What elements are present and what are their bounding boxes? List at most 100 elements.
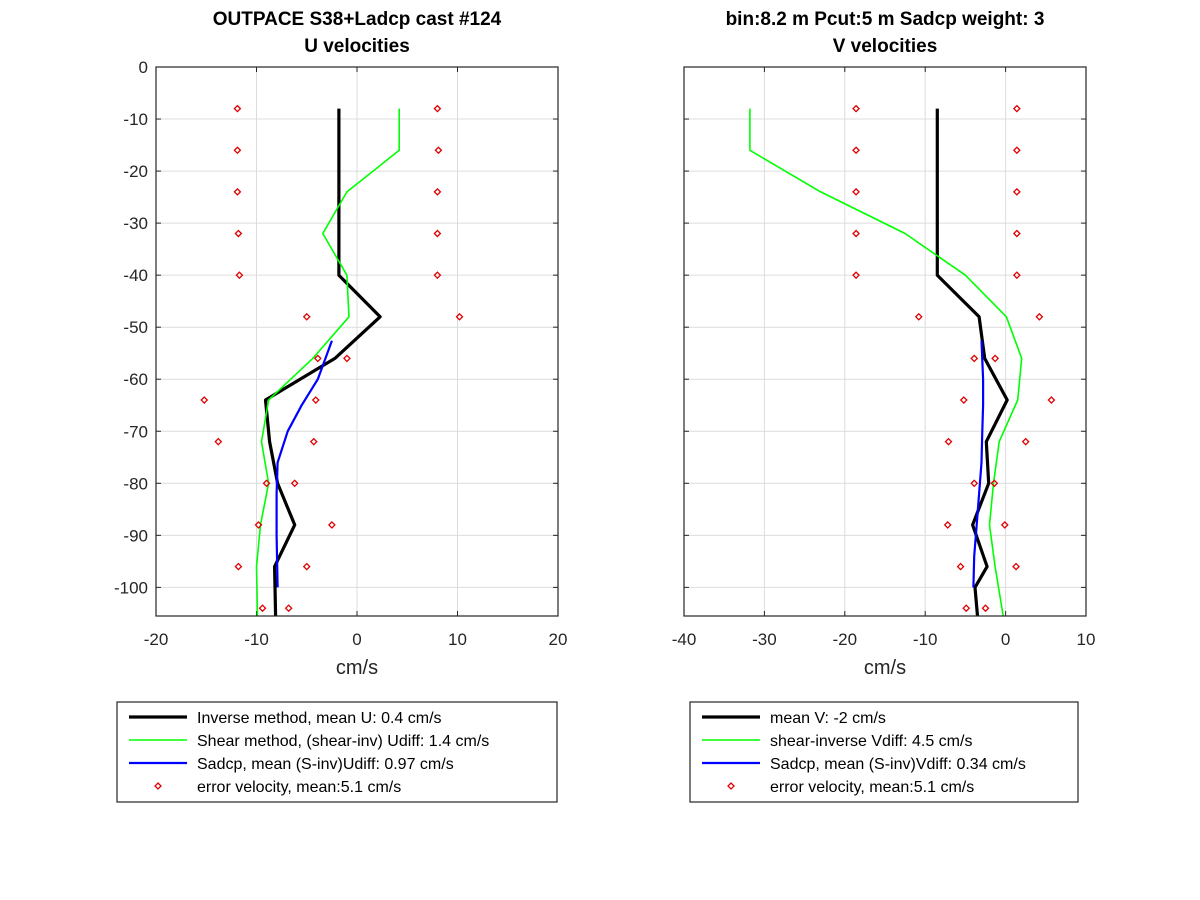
error-velocity-marker	[309, 437, 318, 446]
error-velocity-marker	[990, 479, 999, 488]
error-velocity-marker	[956, 562, 965, 571]
error-velocity-marker	[1047, 396, 1056, 404]
y-tick-label: -80	[123, 474, 148, 493]
chart-panel-1: OUTPACE S38+Ladcp cast #124 U velocities -…	[114, 9, 568, 803]
error-velocity-marker	[343, 354, 351, 363]
error-velocity-marker	[852, 187, 860, 196]
x-tick-label: -20	[833, 630, 858, 649]
y-tick-label: -20	[123, 162, 148, 181]
error-velocity-marker	[234, 229, 243, 238]
legend: mean V: -2 cm/s shear-inverse Vdiff: 4.5 …	[689, 701, 1079, 803]
error-velocity-marker	[433, 229, 442, 238]
error-velocity-marker	[1012, 146, 1021, 155]
legend-entry-label: Sadcp, mean (S-inv)Udiff: 0.97 cm/s	[197, 756, 454, 773]
x-axis-label: cm/s	[336, 657, 378, 679]
legend-marker-swatch	[154, 782, 162, 790]
error-velocity-marker	[433, 187, 442, 196]
x-tick-label: -30	[752, 630, 777, 649]
legend-entry-label: error velocity, mean:5.1 cm/s	[770, 779, 974, 796]
error-velocity-marker	[1012, 104, 1021, 113]
x-tick-label: 0	[352, 630, 361, 649]
axes-frame	[155, 66, 559, 617]
x-tick-label: 20	[549, 630, 568, 649]
x-tick-label: -10	[913, 630, 938, 649]
error-velocity-marker	[981, 604, 990, 613]
error-velocity-marker	[302, 312, 311, 321]
error-velocity-marker	[1012, 187, 1021, 196]
error-velocity-marker	[991, 354, 1000, 363]
x-tick-label: -20	[144, 630, 169, 649]
error-velocity-marker	[1012, 271, 1021, 280]
y-tick-label: 0	[139, 58, 148, 77]
error-velocity-marker	[959, 396, 968, 404]
y-tick-label: -100	[114, 578, 148, 597]
series-line-1	[935, 108, 1009, 616]
error-velocity-marker	[433, 104, 442, 113]
legend-entry-label: shear-inverse Vdiff: 4.5 cm/s	[770, 733, 972, 750]
x-tick-label: -40	[672, 630, 697, 649]
series-line-3	[972, 340, 985, 588]
error-velocity-marker	[262, 479, 271, 488]
series-line-1	[263, 108, 382, 616]
error-velocity-marker	[302, 562, 311, 571]
error-velocity-marker	[1000, 521, 1009, 529]
legend-entry-label: Sadcp, mean (S-inv)Vdiff: 0.34 cm/s	[770, 756, 1026, 773]
error-velocity-marker	[254, 521, 263, 529]
chart-subtitle: U velocities	[304, 36, 410, 57]
error-velocity-marker	[970, 479, 979, 488]
y-tick-label: -30	[123, 214, 148, 233]
error-velocity-marker	[944, 437, 953, 446]
error-velocity-marker	[233, 104, 242, 113]
series-line-3	[275, 340, 333, 588]
error-velocity-marker	[455, 312, 464, 321]
error-velocity-marker	[970, 354, 979, 363]
legend-marker-swatch	[727, 782, 735, 790]
error-velocity-marker	[313, 354, 322, 363]
error-velocity-marker	[327, 521, 336, 529]
chart-panel-2: bin:8.2 m Pcut:5 m Sadcp weight: 3 V velo…	[672, 9, 1096, 803]
error-velocity-marker	[290, 479, 299, 488]
error-velocity-marker	[1021, 437, 1030, 446]
error-velocity-marker	[284, 604, 293, 613]
error-velocity-marker	[214, 437, 223, 446]
data-layer	[749, 104, 1056, 616]
error-velocity-marker	[1012, 562, 1020, 571]
error-velocity-marker	[433, 271, 442, 280]
legend-entry-label: Inverse method, mean U: 0.4 cm/s	[197, 710, 442, 727]
series-line-2	[255, 108, 401, 616]
y-tick-label: -50	[123, 318, 148, 337]
y-tick-label: -70	[123, 422, 148, 441]
x-tick-label: 0	[1001, 630, 1010, 649]
error-velocity-marker	[852, 104, 860, 113]
chart-title: bin:8.2 m Pcut:5 m Sadcp weight: 3	[726, 9, 1045, 30]
error-velocity-marker	[434, 146, 443, 155]
y-tick-label: -60	[123, 370, 148, 389]
legend-entry-label: Shear method, (shear-inv) Udiff: 1.4 cm/…	[197, 733, 489, 750]
chart-subtitle: V velocities	[833, 36, 938, 57]
error-velocity-marker	[233, 187, 242, 196]
error-velocity-marker	[234, 562, 243, 571]
error-velocity-marker	[200, 396, 209, 404]
y-tick-label: -10	[123, 110, 148, 129]
error-velocity-marker	[258, 604, 267, 613]
legend-entry-label: mean V: -2 cm/s	[770, 710, 886, 727]
error-velocity-marker	[235, 271, 244, 280]
y-tick-label: -40	[123, 266, 148, 285]
x-tick-label: 10	[1077, 630, 1096, 649]
plot-area	[684, 67, 1086, 616]
error-velocity-marker	[852, 271, 860, 280]
legend-entry-label: error velocity, mean:5.1 cm/s	[197, 779, 401, 796]
error-velocity-marker	[943, 521, 952, 529]
error-velocity-marker	[1035, 312, 1044, 321]
data-layer	[200, 104, 464, 616]
legend-box	[689, 701, 1079, 803]
error-velocity-marker	[914, 312, 923, 321]
axes-frame	[683, 66, 1087, 617]
chart-title: OUTPACE S38+Ladcp cast #124	[213, 9, 502, 30]
x-axis-label: cm/s	[864, 657, 906, 679]
legend-box	[116, 701, 558, 803]
error-velocity-marker	[311, 396, 320, 404]
legend: Inverse method, mean U: 0.4 cm/s Shear me…	[116, 701, 558, 803]
error-velocity-marker	[233, 146, 242, 155]
